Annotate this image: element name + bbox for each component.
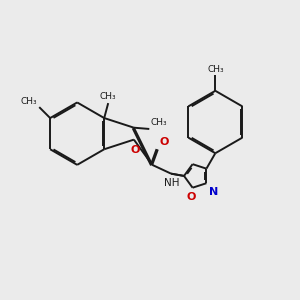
Text: NH: NH [164, 178, 179, 188]
Text: O: O [131, 145, 140, 155]
Text: CH₃: CH₃ [151, 118, 167, 127]
Text: N: N [209, 187, 218, 197]
Text: CH₃: CH₃ [21, 97, 38, 106]
Text: CH₃: CH₃ [207, 64, 224, 74]
Text: O: O [186, 192, 196, 202]
Text: O: O [159, 137, 169, 147]
Text: CH₃: CH₃ [100, 92, 116, 101]
